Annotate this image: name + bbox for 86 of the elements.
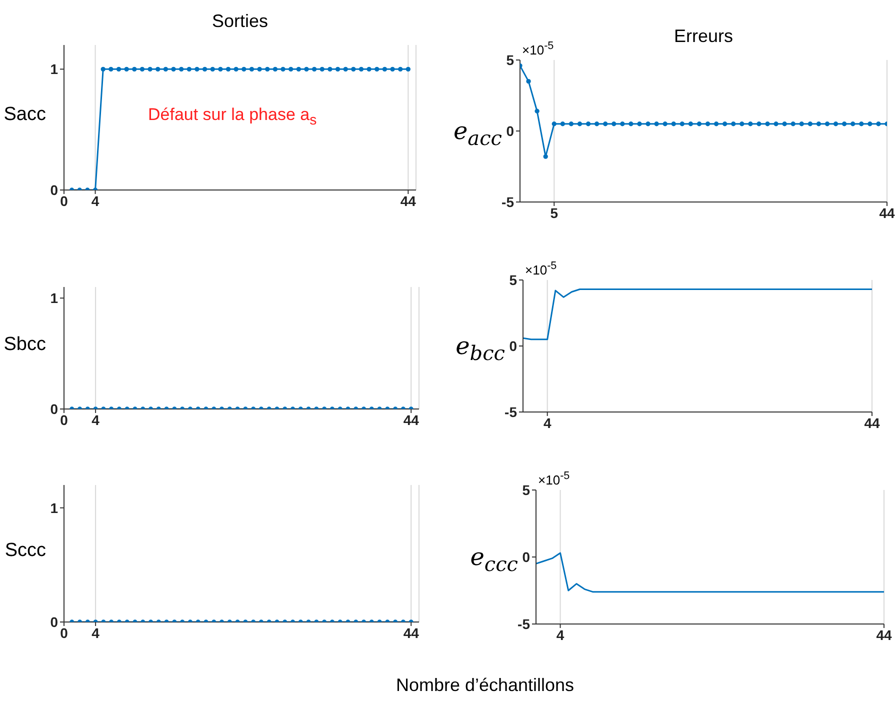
y-axis-title: Sccc bbox=[4, 540, 46, 562]
text: ×10$^{-5}$ bbox=[525, 260, 557, 278]
point bbox=[560, 122, 566, 126]
point bbox=[612, 122, 616, 126]
x-tick-label: 0 bbox=[60, 412, 68, 428]
point bbox=[808, 122, 813, 126]
point bbox=[586, 122, 591, 126]
point bbox=[824, 122, 830, 126]
x-tick-label: 4 bbox=[92, 624, 100, 641]
point bbox=[568, 122, 574, 126]
point bbox=[850, 122, 856, 126]
point bbox=[654, 122, 659, 126]
point bbox=[603, 122, 608, 126]
y-tick-label: 1 bbox=[50, 500, 58, 516]
point bbox=[552, 122, 556, 126]
point bbox=[543, 154, 548, 159]
text: ×10$^{-5}$ bbox=[538, 470, 570, 488]
x-tick-label: 0 bbox=[60, 192, 68, 209]
chart-title: Erreurs bbox=[674, 26, 733, 46]
y-tick-label: 0 bbox=[50, 400, 58, 417]
point bbox=[680, 122, 685, 126]
point bbox=[671, 122, 676, 126]
point bbox=[662, 122, 668, 126]
line-series bbox=[523, 288, 872, 340]
y-tick-label: 0 bbox=[50, 182, 58, 198]
y-axis-title: e$_{ccc}$ bbox=[470, 543, 518, 576]
y-axis-title: e$_{bcc}$ bbox=[456, 332, 505, 365]
y-tick-label: 5 bbox=[522, 482, 530, 498]
y-tick-label: 1 bbox=[50, 290, 58, 306]
point bbox=[756, 122, 762, 126]
point bbox=[868, 122, 872, 126]
point bbox=[876, 122, 881, 126]
x-tick-label: 44 bbox=[403, 624, 420, 641]
chart-title: Sorties bbox=[210, 11, 270, 32]
point bbox=[594, 122, 600, 126]
y-tick-label: -5 bbox=[504, 404, 518, 420]
point bbox=[859, 122, 864, 126]
point bbox=[765, 122, 770, 126]
point bbox=[790, 122, 796, 126]
y-tick-label: -5 bbox=[518, 616, 530, 632]
y-tick-label: -5 bbox=[502, 194, 514, 210]
y-tick-label: 5 bbox=[509, 272, 518, 288]
point bbox=[705, 122, 710, 126]
point bbox=[833, 122, 838, 126]
annotation: Défaut sur la phase a$_{s}$ bbox=[148, 105, 317, 128]
y-tick-label: 0 bbox=[509, 338, 518, 354]
point bbox=[620, 122, 625, 126]
point bbox=[842, 122, 847, 126]
line-series bbox=[536, 552, 884, 593]
x-tick-label: 44 bbox=[400, 192, 416, 209]
point bbox=[782, 122, 787, 126]
point bbox=[628, 122, 634, 126]
point bbox=[731, 122, 736, 126]
y-tick-label: 0 bbox=[522, 548, 530, 565]
point bbox=[748, 122, 753, 126]
x-tick-label: 0 bbox=[60, 624, 68, 641]
y-axis-title: Sacc bbox=[4, 104, 46, 126]
x-tick-label: 44 bbox=[403, 412, 420, 428]
point bbox=[696, 122, 702, 126]
x-tick-label: 44 bbox=[864, 414, 880, 431]
point bbox=[774, 122, 778, 126]
x-tick-label: 4 bbox=[92, 412, 100, 428]
point bbox=[722, 122, 728, 126]
x-tick-label: 44 bbox=[879, 204, 895, 221]
x-tick-label: 4 bbox=[91, 192, 100, 209]
y-axis-title: Sbcc bbox=[4, 334, 46, 356]
point bbox=[688, 122, 694, 126]
x-tick-label: 4 bbox=[543, 414, 552, 431]
point bbox=[646, 122, 650, 126]
point bbox=[637, 122, 642, 126]
text: ×10$^{-5}$ bbox=[522, 40, 554, 58]
point bbox=[816, 122, 822, 126]
y-tick-label: 1 bbox=[50, 61, 58, 78]
x-axis-title: Nombre d’échantillons bbox=[394, 675, 576, 696]
point bbox=[526, 78, 531, 84]
y-axis-title: e$_{acc}$ bbox=[453, 117, 502, 150]
y-tick-label: 0 bbox=[50, 614, 58, 630]
point bbox=[740, 122, 744, 126]
x-tick-label: 44 bbox=[876, 626, 892, 643]
point bbox=[714, 122, 719, 126]
point bbox=[534, 108, 540, 114]
point bbox=[799, 122, 804, 126]
y-tick-label: 0 bbox=[506, 122, 514, 139]
x-tick-label: 4 bbox=[556, 626, 564, 643]
point bbox=[577, 122, 582, 126]
y-tick-label: 5 bbox=[506, 52, 514, 68]
